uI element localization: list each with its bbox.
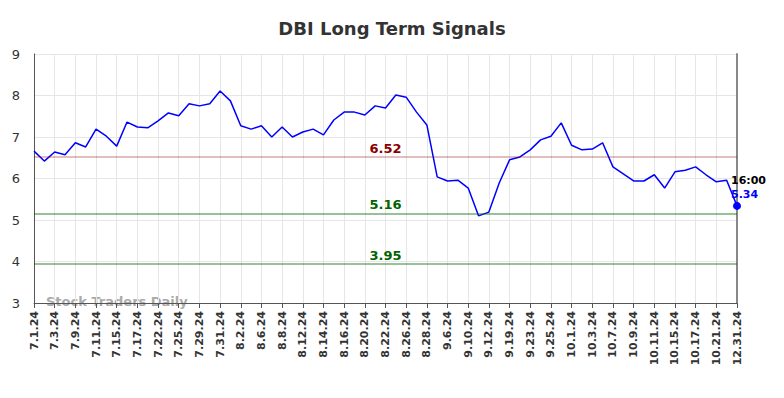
svg-text:9.12.24: 9.12.24 bbox=[482, 311, 495, 358]
svg-text:7: 7 bbox=[12, 130, 20, 145]
svg-text:4: 4 bbox=[12, 254, 20, 269]
svg-text:5.16: 5.16 bbox=[369, 197, 401, 212]
svg-text:10.1.24: 10.1.24 bbox=[565, 311, 578, 358]
svg-text:3.95: 3.95 bbox=[369, 248, 401, 263]
svg-text:8.14.24: 8.14.24 bbox=[317, 311, 330, 358]
svg-text:9.10.24: 9.10.24 bbox=[462, 311, 475, 358]
svg-text:8.12.24: 8.12.24 bbox=[296, 311, 309, 358]
svg-text:12.31.24: 12.31.24 bbox=[731, 311, 744, 366]
svg-text:7.29.24: 7.29.24 bbox=[193, 311, 206, 358]
svg-text:7.3.24: 7.3.24 bbox=[48, 311, 61, 350]
svg-text:3: 3 bbox=[12, 296, 20, 311]
svg-text:5: 5 bbox=[12, 213, 20, 228]
svg-text:10.9.24: 10.9.24 bbox=[627, 311, 640, 358]
svg-text:7.25.24: 7.25.24 bbox=[172, 311, 185, 358]
svg-text:6.52: 6.52 bbox=[369, 141, 401, 156]
svg-text:8.2.24: 8.2.24 bbox=[234, 311, 247, 350]
svg-text:9.6.24: 9.6.24 bbox=[441, 311, 454, 350]
svg-text:Stock Traders Daily: Stock Traders Daily bbox=[46, 294, 188, 309]
svg-text:5.34: 5.34 bbox=[731, 188, 758, 201]
svg-text:6: 6 bbox=[12, 171, 20, 186]
svg-text:8.22.24: 8.22.24 bbox=[379, 311, 392, 358]
svg-text:9: 9 bbox=[12, 47, 20, 62]
svg-text:8.6.24: 8.6.24 bbox=[255, 311, 268, 350]
svg-text:16:00: 16:00 bbox=[731, 174, 766, 187]
svg-text:7.15.24: 7.15.24 bbox=[110, 311, 123, 358]
svg-text:7.31.24: 7.31.24 bbox=[214, 311, 227, 358]
svg-text:8.28.24: 8.28.24 bbox=[420, 311, 433, 358]
svg-text:7.11.24: 7.11.24 bbox=[90, 311, 103, 358]
svg-text:9.19.24: 9.19.24 bbox=[503, 311, 516, 358]
svg-text:7.17.24: 7.17.24 bbox=[131, 311, 144, 358]
svg-text:10.7.24: 10.7.24 bbox=[606, 311, 619, 358]
svg-text:8.8.24: 8.8.24 bbox=[276, 311, 289, 350]
svg-text:10.15.24: 10.15.24 bbox=[668, 311, 681, 366]
svg-text:7.1.24: 7.1.24 bbox=[28, 311, 41, 350]
svg-text:7.22.24: 7.22.24 bbox=[152, 311, 165, 358]
svg-text:10.21.24: 10.21.24 bbox=[710, 311, 723, 366]
svg-text:10.17.24: 10.17.24 bbox=[689, 311, 702, 366]
svg-text:9.23.24: 9.23.24 bbox=[524, 311, 537, 358]
svg-text:10.11.24: 10.11.24 bbox=[648, 311, 661, 366]
svg-text:7.9.24: 7.9.24 bbox=[69, 311, 82, 350]
svg-text:9.25.24: 9.25.24 bbox=[544, 311, 557, 358]
svg-text:8.16.24: 8.16.24 bbox=[338, 311, 351, 358]
svg-text:8.20.24: 8.20.24 bbox=[358, 311, 371, 358]
svg-text:8: 8 bbox=[12, 88, 20, 103]
svg-text:8.26.24: 8.26.24 bbox=[400, 311, 413, 358]
svg-text:DBI Long Term Signals: DBI Long Term Signals bbox=[278, 18, 505, 39]
svg-text:10.3.24: 10.3.24 bbox=[586, 311, 599, 358]
